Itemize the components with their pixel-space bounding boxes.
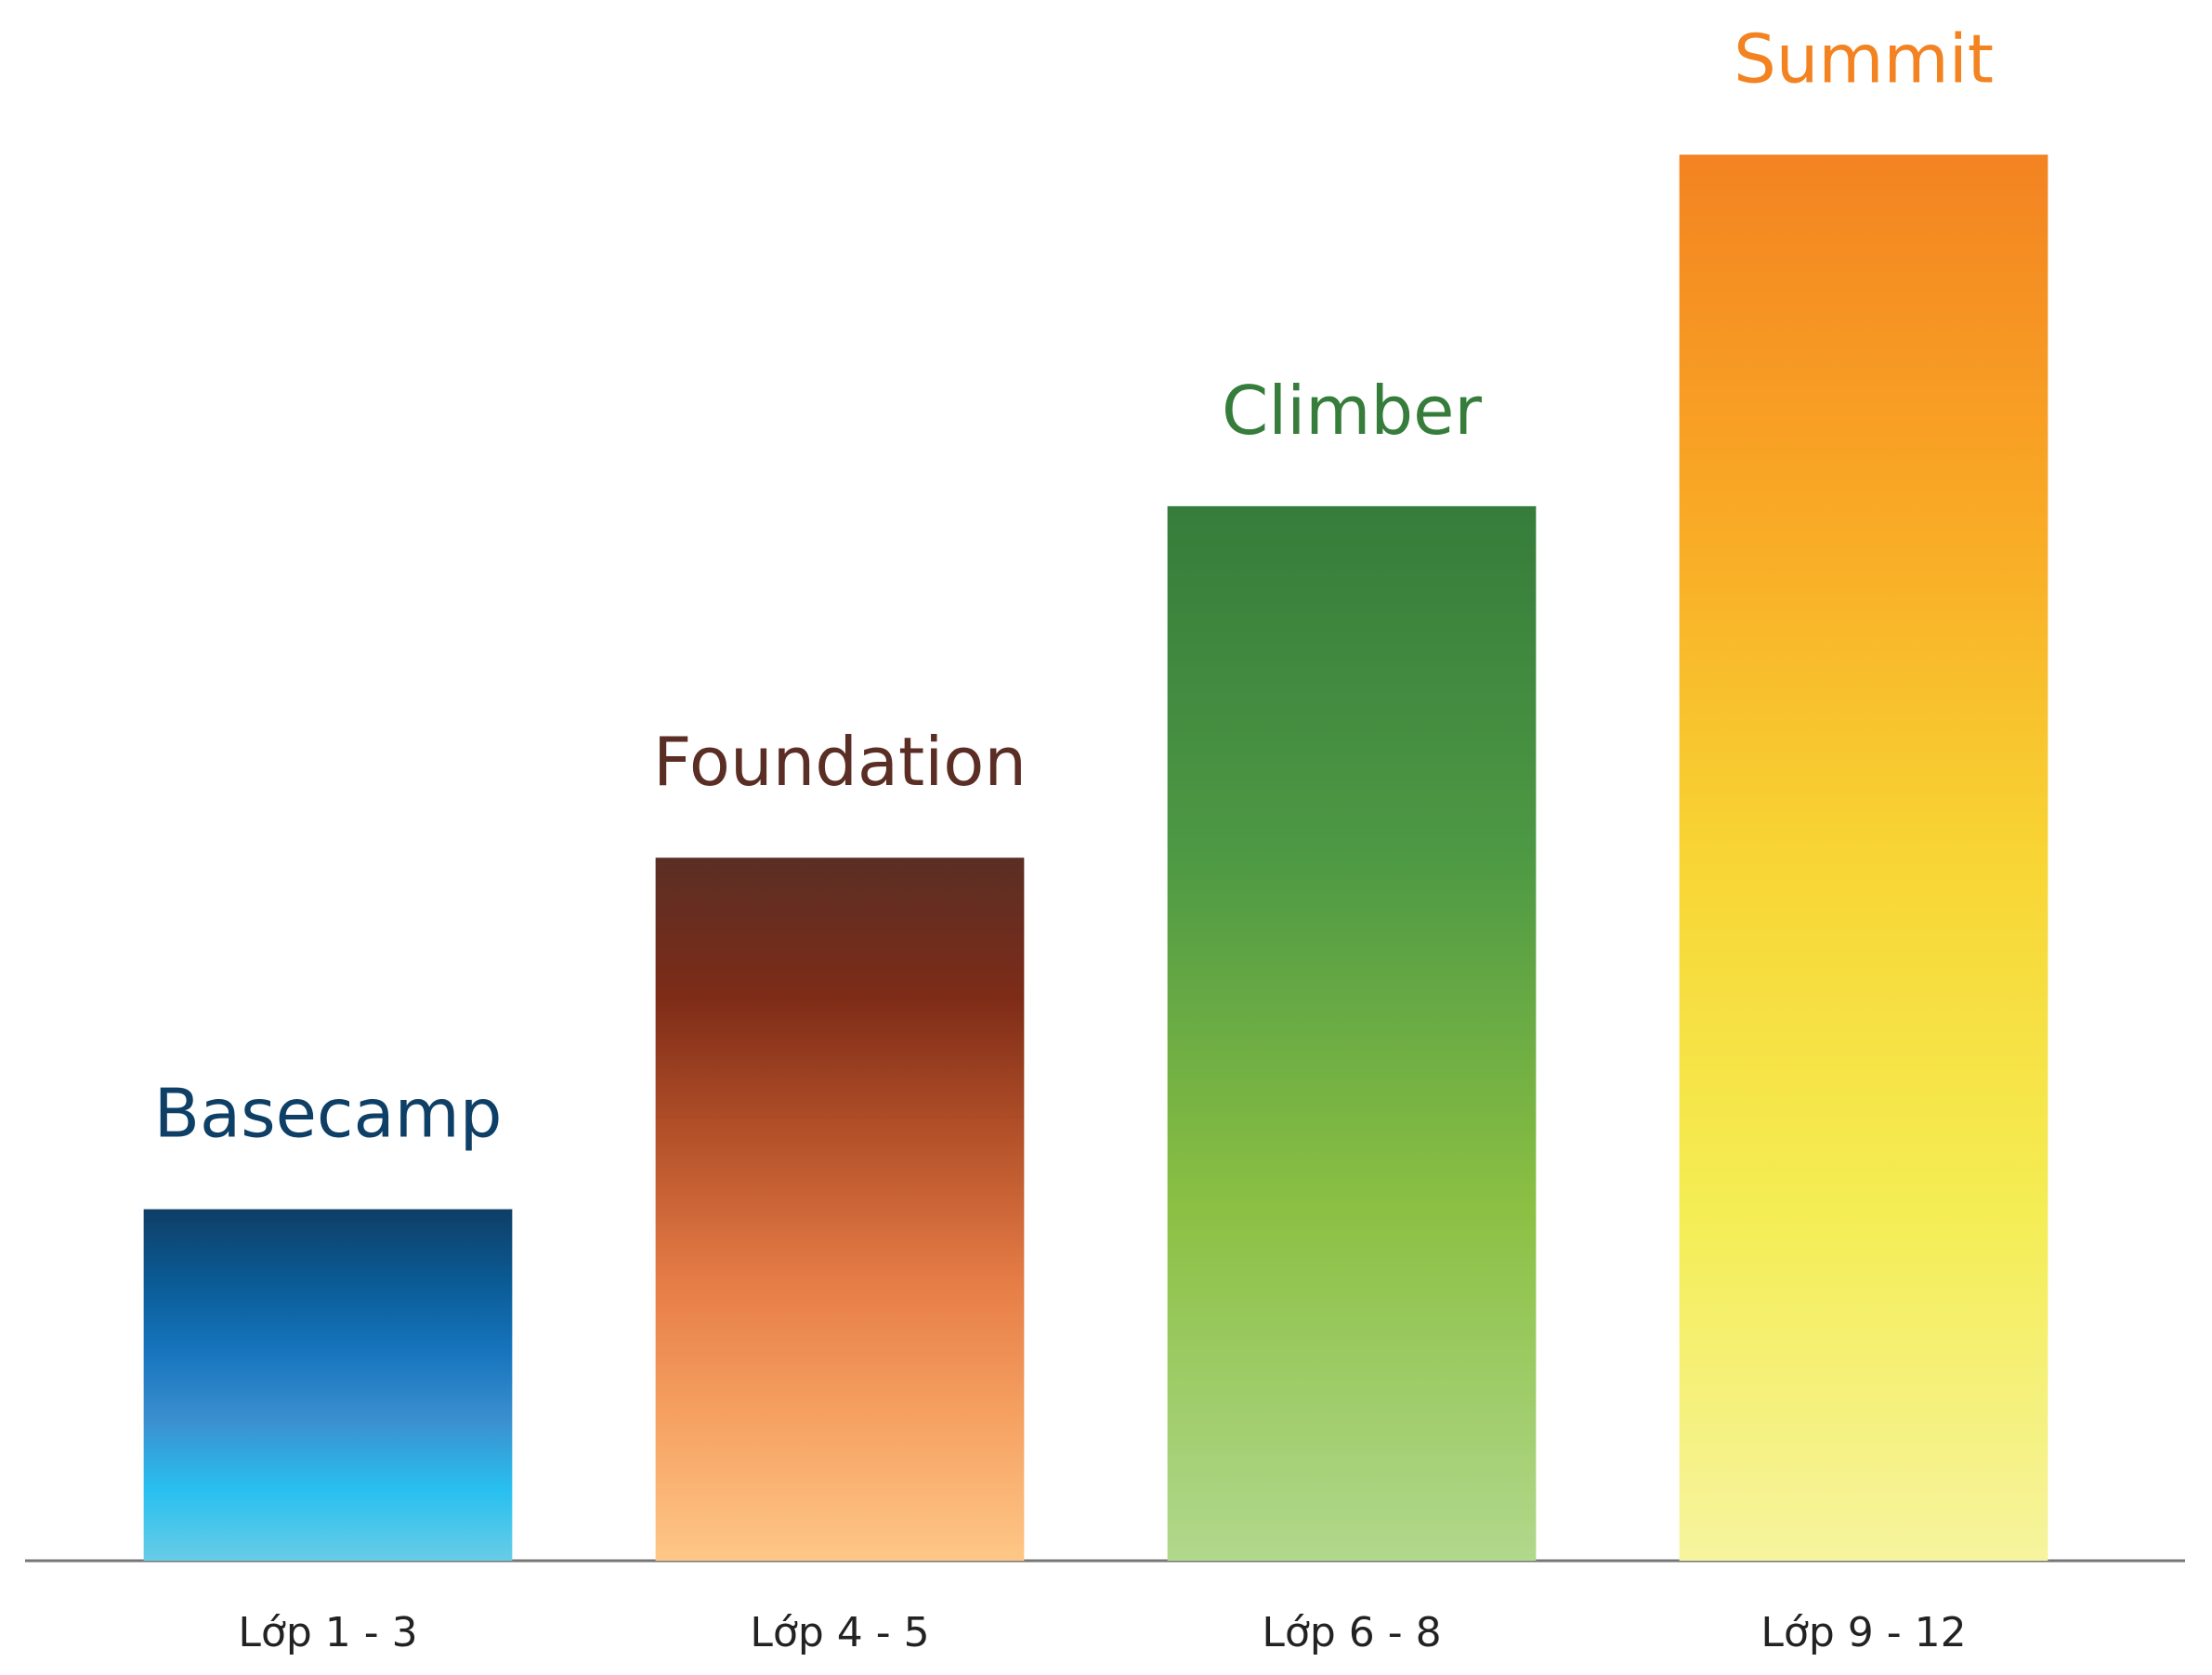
bar	[1167, 505, 1537, 1561]
bar-label: Foundation	[653, 723, 1027, 801]
bar-label: Summit	[1734, 20, 1994, 98]
bar	[655, 857, 1025, 1561]
x-tick-label: Lớp 9 - 12	[1760, 1609, 1966, 1656]
bar	[143, 1209, 513, 1561]
x-tick-label: Lớp 1 - 3	[238, 1609, 417, 1656]
x-tick-label: Lớp 4 - 5	[750, 1609, 929, 1656]
bar-label: Basecamp	[154, 1075, 503, 1153]
x-tick-label: Lớp 6 - 8	[1262, 1609, 1441, 1656]
bar	[1679, 154, 2048, 1562]
bar-label: Climber	[1222, 372, 1482, 450]
